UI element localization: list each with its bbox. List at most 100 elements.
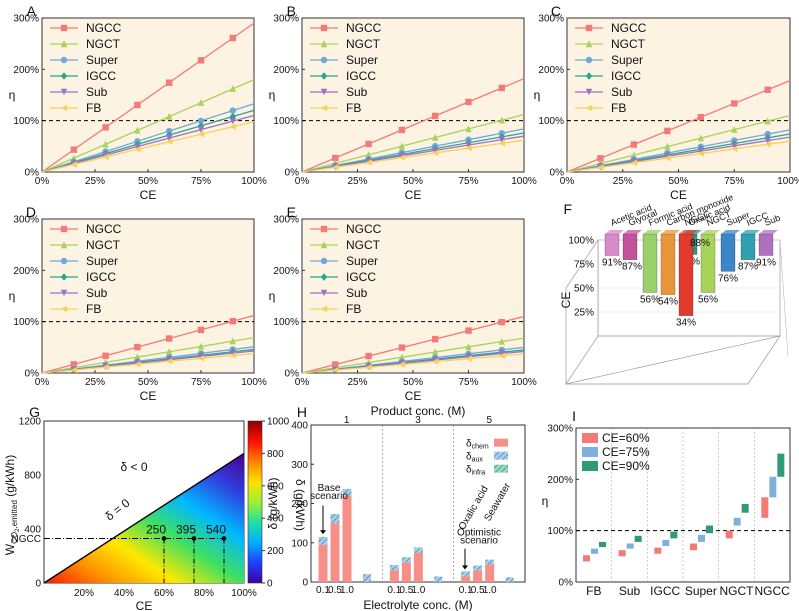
legend-marker (320, 305, 328, 313)
data-point (332, 154, 339, 162)
x-tick-label: IGCC (650, 584, 680, 598)
series-line (41, 314, 255, 374)
x-tick-label: 80% (194, 588, 214, 599)
legend-marker (585, 104, 593, 112)
legend-label: NGCT (611, 37, 646, 51)
data-point (697, 150, 704, 157)
legend-label: NGCC (346, 21, 382, 35)
x-tick-label: 25% (347, 176, 367, 187)
series-line (41, 22, 255, 173)
y-tick-label: 100% (273, 317, 299, 328)
bar-infra (473, 565, 483, 567)
range-bar-ce90 (777, 453, 785, 477)
legend-marker (60, 257, 68, 265)
region-label-negative: δ < 0 (120, 460, 147, 474)
legend-label: δchem (466, 439, 489, 451)
data-point (398, 154, 406, 161)
y-tick-label: 0 (35, 579, 41, 590)
range-bar-ce75 (626, 543, 634, 549)
data-point (432, 133, 439, 141)
legend-label: Sub (611, 85, 633, 99)
x-tick-label: 100% (511, 176, 537, 187)
bar-chem (473, 570, 483, 582)
data-point (332, 366, 339, 374)
legend-label: FB (611, 101, 626, 115)
y-tick-label: 0% (285, 369, 300, 380)
data-point (465, 141, 472, 149)
y-tick-label: 200% (13, 266, 39, 277)
x-tick-label: 50% (403, 176, 423, 187)
data-point (731, 145, 738, 153)
x-tick-label: NGCT (720, 584, 755, 598)
bar-infra (342, 488, 352, 491)
legend-label: Super (86, 53, 118, 67)
bar-chem (485, 564, 495, 582)
x-tick-label: 0% (35, 176, 50, 187)
x-axis-label: CE (140, 389, 157, 403)
data-point (664, 142, 671, 150)
panel-c: 0% 25% 50% 75% 100% 0% 100% 200% 300% CE η C NGCC NGC… (534, 3, 799, 202)
panel-d: 0% 25% 50% 75% 100% 0% 100% 200% 300% CE η D NGCC NGC… (9, 204, 267, 403)
legend-label: NGCT (346, 238, 381, 252)
x-axis-label: CE (670, 188, 687, 202)
panel-letter: A (27, 3, 37, 19)
legend-label: Sub (86, 286, 108, 300)
legend-label: IGCC (346, 270, 376, 284)
stacked-bar (413, 547, 423, 582)
stacked-bar (389, 565, 399, 582)
data-point (229, 337, 236, 345)
panel-letter: F (563, 201, 572, 217)
y-tick-label: 0% (25, 168, 40, 179)
data-point (398, 344, 406, 351)
series-line (41, 109, 255, 173)
bar-aux (473, 566, 483, 571)
data-point (630, 141, 638, 148)
legend-label: FB (346, 101, 361, 115)
data-point (197, 353, 205, 360)
bar-infra (461, 571, 471, 573)
range-bar-ce75 (662, 539, 670, 547)
y-tick-label: 800 (24, 471, 41, 482)
data-point (731, 125, 738, 133)
data-point (398, 142, 406, 150)
legend-swatch (494, 451, 508, 460)
series-ngcc (566, 80, 791, 173)
y-tick-label: 300% (13, 215, 39, 226)
x-tick-label: 25% (85, 377, 105, 388)
y-tick-label: 200% (13, 65, 39, 76)
series-line (301, 315, 525, 374)
y-tick-label: 200% (538, 65, 564, 76)
data-point (134, 361, 141, 368)
stacked-bar (485, 559, 495, 582)
data-point (365, 352, 372, 360)
range-bar-ce90 (599, 541, 606, 548)
legend-label: IGCC (346, 69, 376, 83)
y-tick-label: 200% (273, 266, 299, 277)
series-line (566, 80, 791, 173)
bar-chem (389, 570, 399, 582)
legend-label: Super (346, 254, 378, 268)
x-axis-label: Electrolyte conc. (M) (363, 598, 472, 611)
data-point (597, 164, 604, 171)
y-axis-label: CE (559, 292, 573, 309)
series-line (566, 129, 791, 173)
stacked-bar (330, 514, 340, 582)
data-point (432, 335, 439, 343)
bar-seawater (434, 576, 443, 582)
data-point (197, 57, 205, 64)
y-axis-label: η (534, 88, 541, 102)
legend-marker (60, 241, 68, 249)
data-point (166, 138, 173, 146)
bar-chem (330, 523, 340, 582)
legend-label: Super (86, 254, 118, 268)
y-tick-label: 0 (302, 578, 308, 589)
legend-marker (320, 24, 328, 32)
legend-marker (320, 88, 328, 96)
data-point (664, 154, 671, 162)
range-bar-ce60 (761, 497, 769, 518)
bar-chem (413, 552, 423, 582)
legend-label: Super (611, 53, 643, 67)
legend-marker (60, 40, 68, 48)
data-point (432, 149, 439, 157)
x-tick-label: 75% (458, 377, 478, 388)
